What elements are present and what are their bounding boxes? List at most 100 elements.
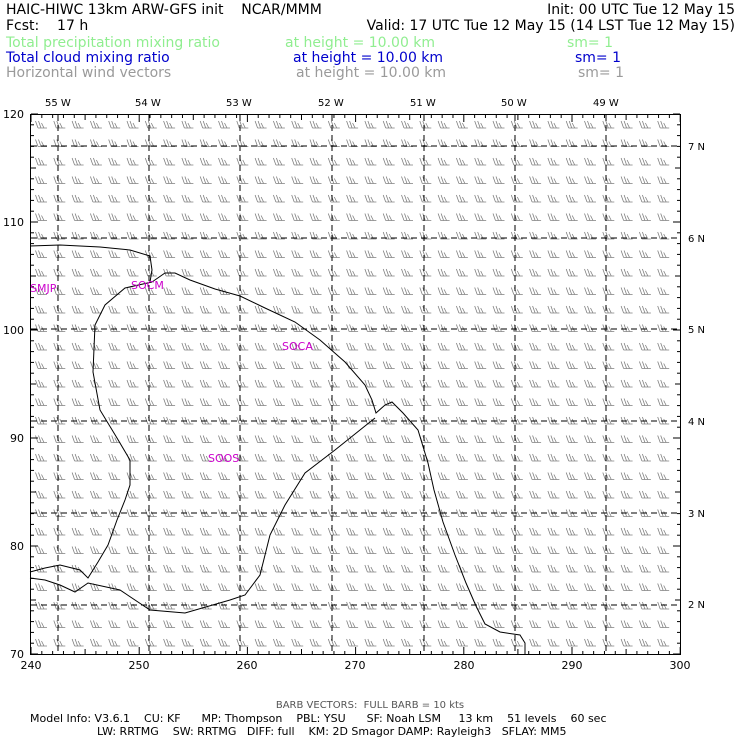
wind-barb [199, 546, 212, 554]
wind-barb [218, 509, 230, 517]
wind-barb [144, 157, 157, 166]
wind-barb [199, 176, 212, 184]
wind-barb [419, 398, 432, 406]
wind-barb [90, 157, 102, 166]
wind-barb [620, 139, 633, 147]
wind-barb [236, 176, 249, 184]
wind-barb [90, 435, 102, 443]
wind-barb [108, 601, 121, 610]
wind-barb [163, 342, 176, 351]
wind-barb [547, 416, 560, 425]
wind-barb [602, 268, 615, 277]
wind-barb [254, 564, 267, 573]
wind-barb [602, 157, 615, 166]
wind-barb [273, 638, 285, 647]
wind-barb [456, 472, 468, 480]
wind-barb [456, 564, 468, 573]
wind-barb [437, 120, 450, 129]
wind-barb [327, 638, 340, 647]
wind-barb [71, 213, 84, 221]
wind-barb [309, 527, 322, 536]
wind-barb [364, 564, 377, 573]
wind-barb [273, 490, 285, 499]
wind-barb [144, 546, 157, 554]
wind-barb [639, 176, 651, 184]
wind-barb [529, 435, 542, 443]
wind-barb [236, 231, 249, 240]
wind-barb [90, 398, 102, 406]
wind-barb [474, 194, 487, 203]
wind-barb [346, 398, 359, 406]
field-cloud-sm: sm= 1 [575, 50, 622, 66]
wind-barb [126, 305, 139, 314]
wind-barb [144, 250, 157, 258]
wind-barb [346, 213, 359, 221]
wind-barb [291, 490, 304, 499]
wind-barb [254, 398, 267, 406]
field-precip-level: at height = 10.00 km [285, 35, 436, 51]
wind-barb [291, 213, 304, 221]
wind-barb [492, 231, 505, 240]
wind-barb [218, 139, 230, 147]
wind-barb [90, 583, 102, 591]
wind-barb [309, 268, 322, 277]
wind-barb [108, 157, 121, 166]
wind-barb [401, 176, 413, 184]
wind-barb [144, 638, 157, 647]
wind-barb [510, 287, 523, 295]
wind-barb [236, 342, 249, 351]
wind-barb [163, 638, 176, 647]
wind-barb [364, 213, 377, 221]
wind-barb [309, 305, 322, 314]
field-wind-level: at height = 10.00 km [296, 65, 447, 81]
wind-barb [602, 472, 615, 480]
wind-barb [181, 213, 194, 221]
wind-barb [199, 490, 212, 499]
wind-barb [126, 620, 139, 628]
wind-barb [254, 287, 267, 295]
wind-barb [291, 583, 304, 591]
wind-barb [620, 638, 633, 647]
wind-barb [602, 620, 615, 628]
wind-barb [126, 490, 139, 499]
wind-barb [529, 601, 542, 610]
wind-barb [657, 194, 670, 203]
wind-barb [510, 250, 523, 258]
wind-barb [364, 583, 377, 591]
wind-barb [492, 287, 505, 295]
wind-barb [144, 379, 157, 388]
wind-barb [510, 435, 523, 443]
wind-barb [53, 305, 66, 314]
wind-barb [181, 564, 194, 573]
wind-barb [181, 176, 194, 184]
wind-barb [71, 638, 84, 647]
wind-barb [529, 305, 542, 314]
wind-barb [529, 583, 542, 591]
wind-barb [584, 324, 596, 332]
wind-barb [474, 472, 487, 480]
wind-barb [529, 342, 542, 351]
coastline [29, 244, 526, 655]
wind-barb [199, 268, 212, 277]
wind-barb [529, 139, 542, 147]
wind-barb [620, 398, 633, 406]
wind-barb [181, 287, 194, 295]
wind-barb [657, 342, 670, 351]
wind-barb [657, 120, 670, 129]
wind-barb [364, 342, 377, 351]
wind-barb [346, 527, 359, 536]
wind-barb [71, 398, 84, 406]
wind-barb [90, 305, 102, 314]
field-wind-name: Horizontal wind vectors [6, 65, 172, 81]
wind-barb [492, 213, 505, 221]
wind-barb [309, 398, 322, 406]
wind-barb [401, 361, 413, 369]
wind-barb [199, 157, 212, 166]
wind-barb [71, 176, 84, 184]
wind-barb [309, 583, 322, 591]
wind-barb [181, 324, 194, 332]
wind-barb [327, 583, 340, 591]
wind-barb [163, 564, 176, 573]
wind-barb [108, 490, 121, 499]
wind-barb [346, 490, 359, 499]
